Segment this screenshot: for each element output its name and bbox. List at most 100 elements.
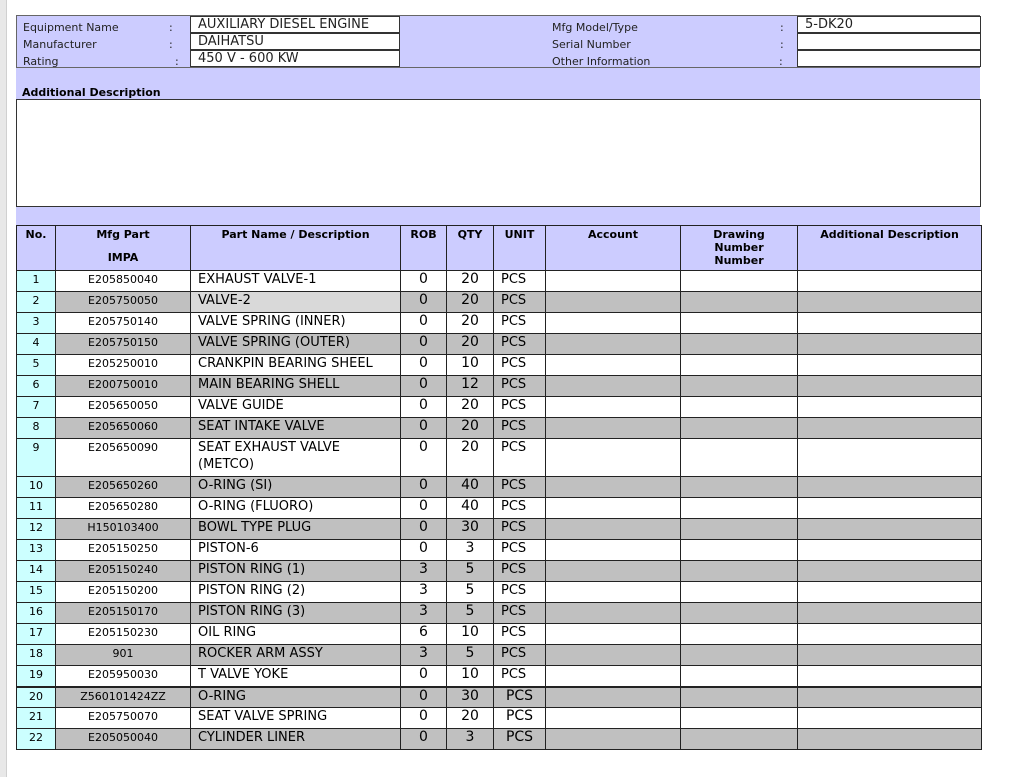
account-cell	[545, 396, 681, 418]
part-name-cell: O-RING (SI)	[190, 476, 401, 498]
colon: :	[780, 21, 784, 34]
additional-description-cell	[797, 375, 982, 397]
row-number: 21	[16, 707, 56, 729]
additional-description-cell	[797, 602, 982, 624]
manufacturer-label: Manufacturer	[23, 38, 97, 51]
mfg-part-cell: E205750150	[55, 333, 191, 355]
mfg-part-cell: E205650050	[55, 396, 191, 418]
drawing-number-cell	[680, 728, 798, 750]
qty-cell: 5	[446, 602, 494, 624]
account-cell	[545, 539, 681, 561]
col-mfg-part: Mfg Part IMPA	[55, 225, 191, 271]
row-number: 1	[16, 270, 56, 292]
qty-cell: 20	[446, 396, 494, 418]
additional-description-cell	[797, 560, 982, 582]
qty-cell: 20	[446, 270, 494, 292]
additional-description-cell	[797, 728, 982, 750]
part-name-cell: PISTON RING (1)	[190, 560, 401, 582]
row-number: 6	[16, 375, 56, 397]
table-row: 14 E205150240 PISTON RING (1) 3 5 PCS	[16, 560, 982, 582]
part-name-cell: VALVE-2	[190, 291, 401, 313]
drawing-number-cell	[680, 312, 798, 334]
rob-cell: 0	[400, 438, 447, 477]
col-part-name: Part Name / Description	[190, 225, 401, 271]
qty-cell: 5	[446, 560, 494, 582]
additional-description-box	[16, 99, 981, 207]
col-qty: QTY	[446, 225, 494, 271]
mfg-part-cell: E205250010	[55, 354, 191, 376]
part-name-cell: VALVE SPRING (OUTER)	[190, 333, 401, 355]
drawing-number-cell	[680, 539, 798, 561]
rob-cell: 0	[400, 396, 447, 418]
colon: :	[780, 38, 784, 51]
table-row: 1 E205850040 EXHAUST VALVE-1 0 20 PCS	[16, 270, 982, 292]
row-number: 13	[16, 539, 56, 561]
qty-cell: 20	[446, 291, 494, 313]
account-cell	[545, 560, 681, 582]
row-number: 15	[16, 581, 56, 603]
equipment-name-label: Equipment Name	[23, 21, 119, 34]
qty-cell: 40	[446, 476, 494, 498]
additional-description-cell	[797, 476, 982, 498]
other-info-label: Other Information	[552, 55, 651, 68]
account-cell	[545, 438, 681, 477]
unit-cell: PCS	[493, 497, 546, 519]
part-name-cell: ROCKER ARM ASSY	[190, 644, 401, 666]
unit-cell: PCS	[493, 417, 546, 439]
model-value: 5-DK20	[797, 16, 981, 33]
rob-cell: 6	[400, 623, 447, 645]
row-number: 3	[16, 312, 56, 334]
part-name-cell: O-RING (FLUORO)	[190, 497, 401, 519]
drawing-number-cell	[680, 354, 798, 376]
drawing-number-cell	[680, 685, 798, 708]
part-name-cell: T VALVE YOKE	[190, 665, 401, 687]
row-number: 20	[16, 685, 56, 708]
rob-cell: 3	[400, 602, 447, 624]
row-number: 4	[16, 333, 56, 355]
col-unit: UNIT	[493, 225, 546, 271]
unit-cell: PCS	[493, 354, 546, 376]
table-row: 11 E205650280 O-RING (FLUORO) 0 40 PCS	[16, 497, 982, 519]
table-row: 4 E205750150 VALVE SPRING (OUTER) 0 20 PCS	[16, 333, 982, 355]
part-name-cell: CYLINDER LINER	[190, 728, 401, 750]
unit-cell: PCS	[493, 644, 546, 666]
part-name-cell: BOWL TYPE PLUG	[190, 518, 401, 540]
part-name-cell: OIL RING	[190, 623, 401, 645]
table-row: 6 E200750010 MAIN BEARING SHELL 0 12 PCS	[16, 375, 982, 397]
unit-cell: PCS	[493, 560, 546, 582]
unit-cell: PCS	[493, 333, 546, 355]
row-number: 14	[16, 560, 56, 582]
additional-description-cell	[797, 396, 982, 418]
rob-cell: 0	[400, 354, 447, 376]
row-number: 7	[16, 396, 56, 418]
unit-cell: PCS	[493, 623, 546, 645]
table-row: 5 E205250010 CRANKPIN BEARING SHEEL 0 10 PCS	[16, 354, 982, 376]
mfg-part-cell: E205050040	[55, 728, 191, 750]
rob-cell: 0	[400, 291, 447, 313]
rob-cell: 3	[400, 581, 447, 603]
manufacturer-value: DAIHATSU	[190, 33, 400, 50]
qty-cell: 5	[446, 644, 494, 666]
mfg-part-cell: E205150170	[55, 602, 191, 624]
drawing-number-cell	[680, 333, 798, 355]
unit-cell: PCS	[493, 312, 546, 334]
additional-description-cell	[797, 270, 982, 292]
part-name-cell: SEAT VALVE SPRING	[190, 707, 401, 729]
row-number: 19	[16, 665, 56, 687]
part-name-cell: O-RING	[190, 685, 401, 708]
mfg-part-cell: Z560101424ZZ	[55, 685, 191, 708]
rating-label: Rating	[23, 55, 59, 68]
drawing-number-cell	[680, 497, 798, 519]
part-name-cell: VALVE SPRING (INNER)	[190, 312, 401, 334]
row-number: 18	[16, 644, 56, 666]
serial-label: Serial Number	[552, 38, 631, 51]
parts-table: No. Mfg Part IMPA Part Name / Description…	[16, 225, 982, 750]
drawing-number-cell	[680, 476, 798, 498]
additional-description-cell	[797, 354, 982, 376]
drawing-number-cell	[680, 602, 798, 624]
unit-cell: PCS	[493, 396, 546, 418]
drawing-number-cell	[680, 417, 798, 439]
drawing-number-cell	[680, 518, 798, 540]
additional-description-cell	[797, 333, 982, 355]
rob-cell: 0	[400, 476, 447, 498]
